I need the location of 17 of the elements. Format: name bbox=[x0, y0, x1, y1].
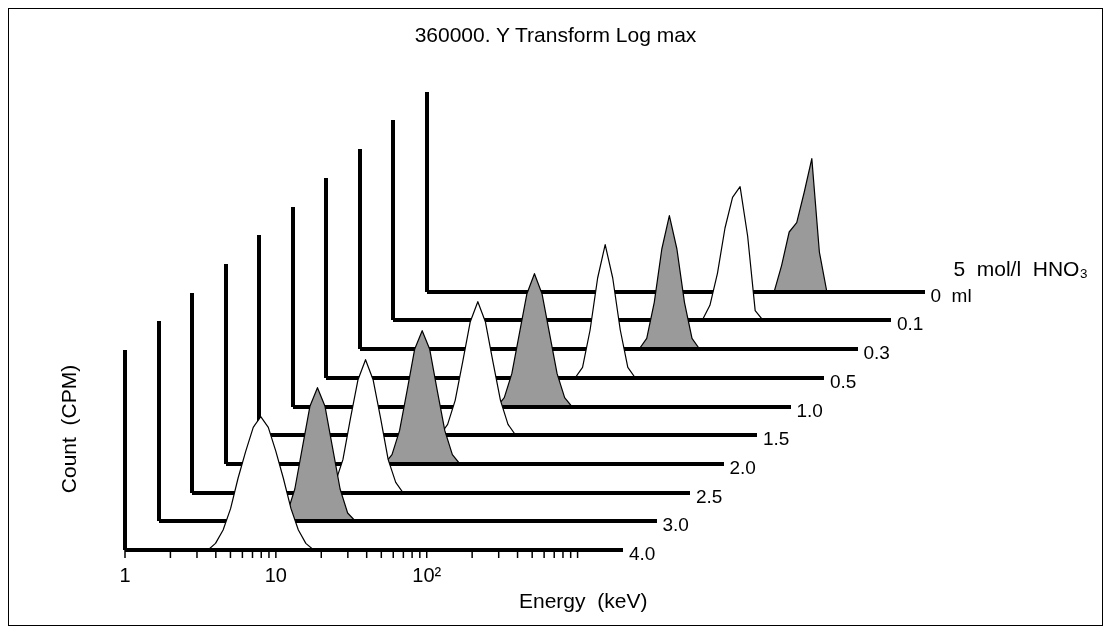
chart-title: 360000. Y Transform Log max bbox=[413, 23, 698, 47]
text: 5 mol/l HNO₃ bbox=[953, 257, 1088, 281]
x-tick-label: 1 bbox=[119, 564, 131, 587]
series-label: 0.3 bbox=[863, 342, 890, 364]
text: 4.0 bbox=[629, 543, 656, 564]
x-tick-label: 10 bbox=[264, 564, 287, 587]
series-label: 3.0 bbox=[662, 514, 689, 536]
y-axis-title: Count (CPM) bbox=[57, 364, 81, 494]
series-label: 0.1 bbox=[897, 313, 924, 335]
series-label: 2.0 bbox=[729, 456, 756, 478]
series-label: 2.5 bbox=[696, 485, 723, 507]
x-tick-label: 10² bbox=[412, 564, 442, 587]
series-label: 1.0 bbox=[796, 399, 823, 421]
series-label: 0.5 bbox=[830, 370, 857, 392]
x-axis-title: Energy (keV) bbox=[519, 589, 648, 613]
series-label: 1.5 bbox=[763, 428, 790, 450]
series-label: 0 ml bbox=[930, 284, 972, 306]
